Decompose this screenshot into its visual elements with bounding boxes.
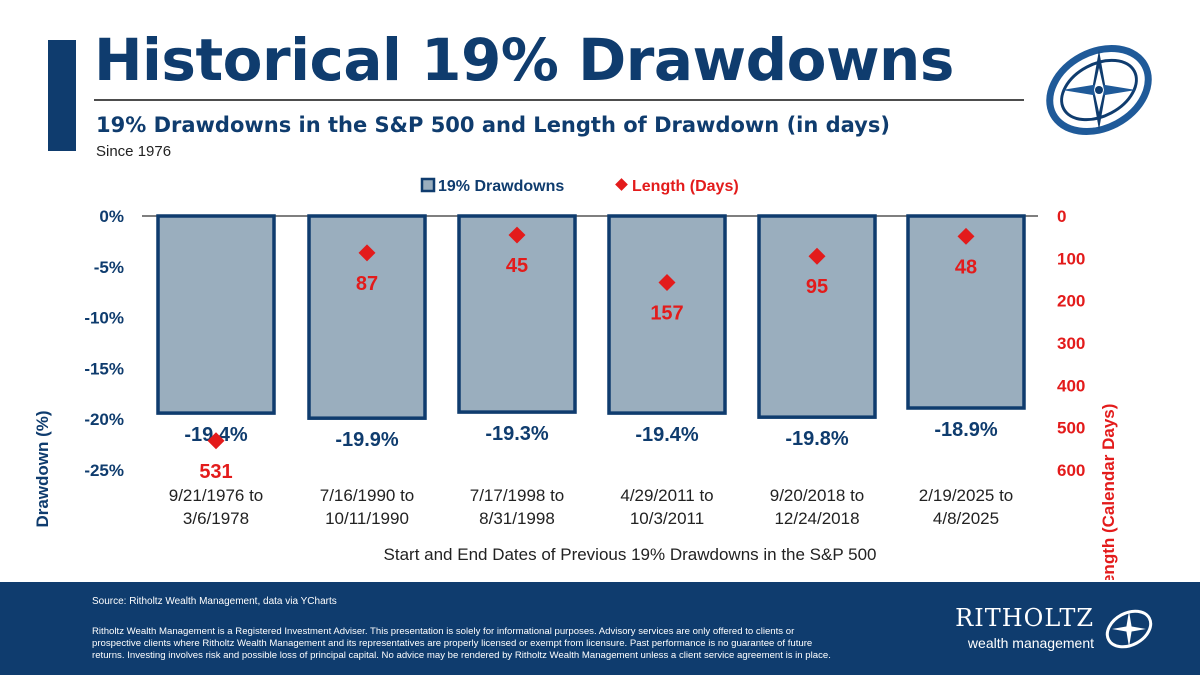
legend-swatch-drawdowns [420,177,436,193]
y-left-tick-label: -25% [84,461,124,480]
length-marker [508,226,526,244]
y-left-tick-label: -20% [84,410,124,429]
length-value-label: 157 [650,302,683,324]
category-label: 9/20/2018 to [770,486,865,505]
title-divider [94,99,1024,101]
category-label: 10/3/2011 [630,509,704,528]
drawdown-bar [607,214,727,415]
chart-subtitle: 19% Drawdowns in the S&P 500 and Length … [96,113,890,137]
length-marker [808,247,826,265]
drawdown-chart: 19% Drawdowns Length (Days) 0% -5% -10% -15… [33,177,1118,580]
length-marker [957,227,975,245]
legend-label-length: Length (Days) [632,178,739,195]
disclaimer-text: Ritholtz Wealth Management is a Register… [92,626,831,661]
legend-swatch-length [615,178,628,191]
y-left-tick-label: 0% [99,207,124,226]
ritholtz-compass-logo-icon [1046,45,1152,135]
category-label: 2/19/2025 to [919,486,1014,505]
length-markers [207,226,975,450]
drawdown-value-labels: -19.4%-19.9%-19.3%-19.4%-19.8%-18.9% [184,419,998,451]
drawdown-value-label: -19.8% [785,428,849,450]
drawdown-bar [757,214,877,419]
drawdown-bar [156,214,276,415]
drawdown-bars [156,214,1026,420]
y-axis-right-title: Length (Calendar Days) [1099,404,1118,580]
y-left-tick-label: -15% [84,359,124,378]
category-label: 8/31/1998 [479,509,555,528]
left-axis: 0% -5% -10% -15% -20% -25% [84,207,124,480]
y-axis-left-title: Drawdown (%) [33,410,52,527]
category-label: 12/24/2018 [774,509,859,528]
y-left-tick-label: -10% [84,309,124,328]
category-label: 10/11/1990 [325,509,409,528]
drawdown-value-label: -18.9% [934,419,998,441]
y-right-tick-label: 300 [1057,334,1085,353]
chart-legend: 19% Drawdowns Length (Days) [420,177,739,195]
length-value-label: 531 [199,461,232,483]
brand-name: RITHOLTZ [955,604,1094,632]
drawdown-bar [457,214,577,414]
y-right-tick-label: 200 [1057,292,1085,311]
y-right-tick-label: 100 [1057,249,1085,268]
y-right-tick-label: 400 [1057,376,1085,395]
length-value-label: 48 [955,256,977,278]
drawdown-value-label: -19.3% [485,423,549,445]
category-label: 7/16/1990 to [320,486,415,505]
right-axis: 0 100 200 300 400 500 600 [1057,207,1085,480]
category-label: 3/6/1978 [183,509,249,528]
ritholtz-footer-logo-icon [1105,609,1153,649]
brand-tagline: wealth management [967,635,1094,651]
length-value-label: 87 [356,273,378,295]
x-axis-title: Start and End Dates of Previous 19% Draw… [384,545,877,564]
page-title: Historical 19% Drawdowns [94,26,954,94]
length-marker [207,432,225,450]
drawdown-value-label: -19.9% [335,429,399,451]
title-accent-bar [48,40,76,151]
length-value-label: 45 [506,255,528,277]
length-marker [658,273,676,291]
y-right-tick-label: 600 [1057,461,1085,480]
category-label: 9/21/1976 to [169,486,264,505]
y-right-tick-label: 500 [1057,419,1085,438]
length-value-label: 95 [806,276,828,298]
legend-label-drawdowns: 19% Drawdowns [438,178,564,195]
y-left-tick-label: -5% [94,258,124,277]
drawdown-bar [906,214,1026,410]
category-labels: 9/21/1976 to 3/6/1978 7/16/1990 to 10/11/19… [169,486,1014,528]
drawdown-value-label: -19.4% [635,424,699,446]
ritholtz-brand: RITHOLTZ wealth management [950,600,1160,666]
category-label: 7/17/1998 to [470,486,565,505]
footer: Source: Ritholtz Wealth Management, data… [0,582,1200,675]
length-value-labels: 531 87 45 157 95 48 [199,255,977,483]
category-label: 4/8/2025 [933,509,999,528]
source-note: Source: Ritholtz Wealth Management, data… [92,596,337,607]
y-right-tick-label: 0 [1057,207,1066,226]
category-label: 4/29/2011 to [620,486,713,505]
chart-since-note: Since 1976 [96,143,172,160]
